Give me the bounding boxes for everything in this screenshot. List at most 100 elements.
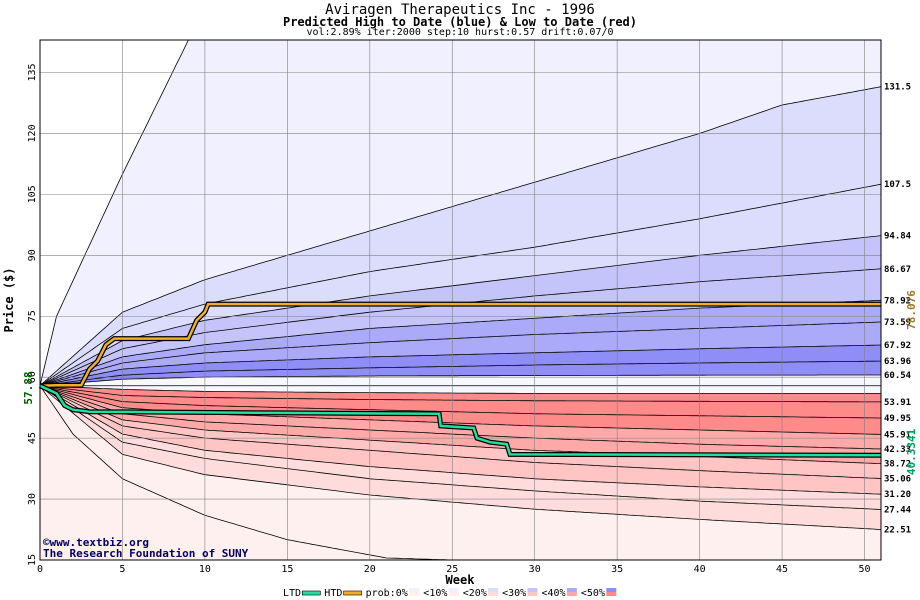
y-tick-label: 15 [27,554,38,566]
upper-band-6 [40,322,881,386]
right-percentile-label: 131.5 [884,83,911,93]
x-axis-ticks: 0 5 10 15 20 25 30 35 40 45 50 [37,564,871,575]
y-axis-ticks: 15 30 45 60 75 90 105 120 135 [27,63,38,566]
right-percentile-label: 63.96 [884,357,911,367]
lower-band-8 [40,385,881,530]
start-price-label: 57.88 [22,371,35,404]
percentile-curve [39,344,882,387]
lower-band-3 [40,385,881,449]
legend-label: <40% [542,588,566,599]
legend-red-swatch [448,592,459,596]
legend-blue-swatch [488,588,499,592]
right-percentile-label: 27.44 [884,505,912,515]
legend-label: prob:0% [366,588,408,599]
x-tick-label: 50 [858,564,870,575]
y-tick-label: 105 [27,185,38,203]
y-tick-label: 90 [27,249,38,261]
price-paths [38,301,882,458]
percentile-curve [39,385,881,403]
htd-final-label: 78.076 [905,290,918,330]
right-percentile-label: 78.92 [884,296,911,306]
x-tick-label: 10 [199,564,211,575]
chart-legend: LTD HTD prob:0% <10% <20% <30% <40% <50% [283,588,617,599]
lower-band-10 [40,385,881,560]
percentile-curve [39,360,881,387]
x-tick-label: 35 [611,564,623,575]
chart-parameters: vol:2.89% iter:2000 step:10 hurst:0.57 d… [306,27,614,38]
median-band [40,375,881,394]
legend-line-swatch [343,590,362,596]
x-tick-label: 20 [364,564,376,575]
legend-red-swatch [488,592,499,596]
right-percentile-label: 107.5 [884,180,911,190]
upper-band-4 [40,268,881,386]
upper-band-8 [40,361,881,386]
legend-line-swatch [301,590,321,596]
legend-blue-swatch [409,588,420,592]
legend-label: LTD [283,588,301,599]
y-tick-label: 75 [27,310,38,322]
right-percentile-label: 42.33 [884,445,911,455]
y-tick-label: 135 [27,63,38,81]
percentile-curve [39,86,882,386]
right-percentile-label: 22.51 [884,525,911,535]
percentile-curve [39,385,882,450]
percentile-curves [39,39,882,561]
lower-band-1 [40,385,881,418]
legend-red-swatch [606,592,617,596]
x-tick-label: 45 [776,564,788,575]
legend-label: <50% [581,588,605,599]
y-axis-label: Price ($) [2,267,16,332]
lower-band-9 [40,385,881,560]
x-tick-label: 0 [37,564,43,575]
y-tick-label: 60 [27,371,38,383]
percentile-curve [39,385,882,510]
percentile-curve [39,321,882,387]
x-tick-label: 15 [281,564,293,575]
percentile-curve [39,385,881,419]
percentile-curve [39,385,882,464]
right-percentile-label: 60.54 [884,371,912,381]
y-tick-label: 30 [27,493,38,505]
lower-band-4 [40,385,881,464]
legend-label: HTD [324,588,342,599]
ltd-final-label: 40.3341 [905,428,918,475]
legend-red-swatch [527,592,538,596]
right-percentile-label: 86.67 [884,265,911,275]
credit-line-1: ©www.textbiz.org [43,536,149,549]
upper-band-7 [40,345,881,386]
x-tick-label: 25 [446,564,458,575]
percentile-curve [39,235,882,387]
right-percentile-label: 45.91 [884,430,911,440]
right-percentile-label: 49.95 [884,414,911,424]
right-percentile-label: 35.06 [884,475,911,485]
probability-bands [40,40,881,560]
percentile-curve [39,374,881,387]
legend-red-swatch [409,592,420,596]
right-percentile-label: 53.91 [884,398,911,408]
upper-band-5 [40,300,881,386]
right-percentile-label: 31.20 [884,490,911,500]
legend-label: <10% [423,588,447,599]
upper-band-1 [40,86,881,386]
lower-band-6 [40,385,881,495]
percentile-curve [39,385,881,394]
legend-blue-swatch [527,588,538,592]
ltd-path [39,384,882,457]
upper-band-2 [40,184,881,386]
upper-band-3 [40,235,881,386]
htd-path [39,302,881,387]
legend-label: <30% [502,588,526,599]
right-percentile-label: 94.84 [884,232,912,242]
right-percentile-label: 38.72 [884,460,911,470]
credit-line-2: The Research Foundation of SUNY [43,547,249,560]
y-tick-label: 120 [27,124,38,142]
upper-band-0 [40,40,881,386]
chart-title: Aviragen Therapeutics Inc - 1996 [325,2,595,18]
chart-subtitle: Predicted High to Date (blue) & Low to D… [282,15,637,29]
plot-frame [39,39,882,561]
legend-blue-swatch [566,588,577,592]
percentile-curve [39,385,882,530]
chart-grid [40,40,881,560]
legend-red-swatch [566,592,577,596]
